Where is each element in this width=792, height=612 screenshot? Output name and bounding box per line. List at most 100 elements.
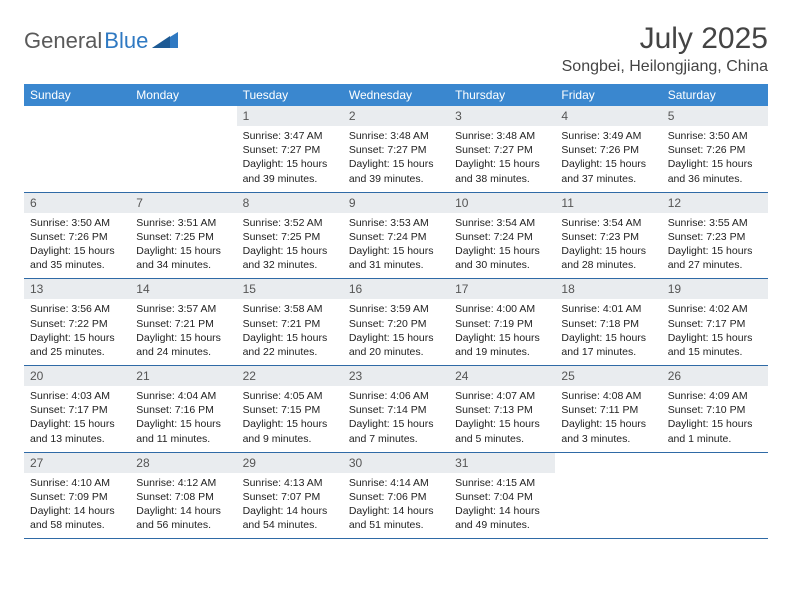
day-number: 7 (130, 193, 236, 213)
sunrise-text: Sunrise: 3:54 AM (561, 216, 655, 230)
day-body: Sunrise: 4:12 AMSunset: 7:08 PMDaylight:… (130, 473, 236, 539)
dow-thursday: Thursday (449, 84, 555, 106)
day-cell: 19Sunrise: 4:02 AMSunset: 7:17 PMDayligh… (662, 279, 768, 366)
day-body: Sunrise: 3:56 AMSunset: 7:22 PMDaylight:… (24, 299, 130, 365)
sunset-text: Sunset: 7:06 PM (349, 490, 443, 504)
sunset-text: Sunset: 7:27 PM (243, 143, 337, 157)
sunset-text: Sunset: 7:17 PM (668, 317, 762, 331)
day-body: Sunrise: 3:48 AMSunset: 7:27 PMDaylight:… (449, 126, 555, 192)
day-cell: 30Sunrise: 4:14 AMSunset: 7:06 PMDayligh… (343, 452, 449, 539)
day-cell: 28Sunrise: 4:12 AMSunset: 7:08 PMDayligh… (130, 452, 236, 539)
day-body: Sunrise: 4:02 AMSunset: 7:17 PMDaylight:… (662, 299, 768, 365)
day-number: 19 (662, 279, 768, 299)
week-row: 6Sunrise: 3:50 AMSunset: 7:26 PMDaylight… (24, 192, 768, 279)
day-number: 1 (237, 106, 343, 126)
day-body: Sunrise: 3:52 AMSunset: 7:25 PMDaylight:… (237, 213, 343, 279)
day-number: 29 (237, 453, 343, 473)
day-cell: 14Sunrise: 3:57 AMSunset: 7:21 PMDayligh… (130, 279, 236, 366)
sunrise-text: Sunrise: 4:12 AM (136, 476, 230, 490)
sunset-text: Sunset: 7:04 PM (455, 490, 549, 504)
day-cell: 2Sunrise: 3:48 AMSunset: 7:27 PMDaylight… (343, 106, 449, 192)
sunset-text: Sunset: 7:26 PM (30, 230, 124, 244)
daylight-text: Daylight: 15 hours and 31 minutes. (349, 244, 443, 272)
day-cell: 16Sunrise: 3:59 AMSunset: 7:20 PMDayligh… (343, 279, 449, 366)
day-number: 15 (237, 279, 343, 299)
day-body: Sunrise: 4:01 AMSunset: 7:18 PMDaylight:… (555, 299, 661, 365)
day-number: 4 (555, 106, 661, 126)
sunrise-text: Sunrise: 4:13 AM (243, 476, 337, 490)
day-cell: 3Sunrise: 3:48 AMSunset: 7:27 PMDaylight… (449, 106, 555, 192)
week-row: 1Sunrise: 3:47 AMSunset: 7:27 PMDaylight… (24, 106, 768, 192)
day-cell: 13Sunrise: 3:56 AMSunset: 7:22 PMDayligh… (24, 279, 130, 366)
day-body (555, 459, 661, 517)
daylight-text: Daylight: 15 hours and 22 minutes. (243, 331, 337, 359)
sunset-text: Sunset: 7:17 PM (30, 403, 124, 417)
day-cell (130, 106, 236, 192)
sunset-text: Sunset: 7:14 PM (349, 403, 443, 417)
day-number: 20 (24, 366, 130, 386)
daylight-text: Daylight: 15 hours and 27 minutes. (668, 244, 762, 272)
day-cell: 11Sunrise: 3:54 AMSunset: 7:23 PMDayligh… (555, 192, 661, 279)
day-body: Sunrise: 4:13 AMSunset: 7:07 PMDaylight:… (237, 473, 343, 539)
day-body (130, 112, 236, 170)
daylight-text: Daylight: 15 hours and 39 minutes. (243, 157, 337, 185)
day-cell: 26Sunrise: 4:09 AMSunset: 7:10 PMDayligh… (662, 366, 768, 453)
title-block: July 2025 Songbei, Heilongjiang, China (562, 22, 768, 76)
day-number: 28 (130, 453, 236, 473)
daylight-text: Daylight: 15 hours and 17 minutes. (561, 331, 655, 359)
sunset-text: Sunset: 7:21 PM (243, 317, 337, 331)
sunrise-text: Sunrise: 3:48 AM (349, 129, 443, 143)
day-cell: 12Sunrise: 3:55 AMSunset: 7:23 PMDayligh… (662, 192, 768, 279)
daylight-text: Daylight: 15 hours and 28 minutes. (561, 244, 655, 272)
daylight-text: Daylight: 15 hours and 39 minutes. (349, 157, 443, 185)
sunset-text: Sunset: 7:27 PM (455, 143, 549, 157)
sunrise-text: Sunrise: 3:59 AM (349, 302, 443, 316)
day-body: Sunrise: 3:55 AMSunset: 7:23 PMDaylight:… (662, 213, 768, 279)
sunset-text: Sunset: 7:23 PM (561, 230, 655, 244)
week-row: 27Sunrise: 4:10 AMSunset: 7:09 PMDayligh… (24, 452, 768, 539)
daylight-text: Daylight: 15 hours and 19 minutes. (455, 331, 549, 359)
daylight-text: Daylight: 15 hours and 13 minutes. (30, 417, 124, 445)
day-cell: 21Sunrise: 4:04 AMSunset: 7:16 PMDayligh… (130, 366, 236, 453)
sunset-text: Sunset: 7:25 PM (243, 230, 337, 244)
day-cell: 10Sunrise: 3:54 AMSunset: 7:24 PMDayligh… (449, 192, 555, 279)
sunrise-text: Sunrise: 3:51 AM (136, 216, 230, 230)
day-body: Sunrise: 3:50 AMSunset: 7:26 PMDaylight:… (24, 213, 130, 279)
daylight-text: Daylight: 15 hours and 24 minutes. (136, 331, 230, 359)
sunrise-text: Sunrise: 4:15 AM (455, 476, 549, 490)
week-row: 13Sunrise: 3:56 AMSunset: 7:22 PMDayligh… (24, 279, 768, 366)
day-cell: 27Sunrise: 4:10 AMSunset: 7:09 PMDayligh… (24, 452, 130, 539)
brand-part1: General (24, 28, 102, 54)
daylight-text: Daylight: 15 hours and 9 minutes. (243, 417, 337, 445)
daylight-text: Daylight: 15 hours and 7 minutes. (349, 417, 443, 445)
daylight-text: Daylight: 15 hours and 1 minute. (668, 417, 762, 445)
calendar-table: Sunday Monday Tuesday Wednesday Thursday… (24, 84, 768, 539)
day-body: Sunrise: 3:47 AMSunset: 7:27 PMDaylight:… (237, 126, 343, 192)
day-cell: 15Sunrise: 3:58 AMSunset: 7:21 PMDayligh… (237, 279, 343, 366)
day-number: 13 (24, 279, 130, 299)
day-body: Sunrise: 3:57 AMSunset: 7:21 PMDaylight:… (130, 299, 236, 365)
day-body (662, 459, 768, 517)
sunset-text: Sunset: 7:23 PM (668, 230, 762, 244)
day-cell: 5Sunrise: 3:50 AMSunset: 7:26 PMDaylight… (662, 106, 768, 192)
sunset-text: Sunset: 7:08 PM (136, 490, 230, 504)
day-body: Sunrise: 4:04 AMSunset: 7:16 PMDaylight:… (130, 386, 236, 452)
day-number: 8 (237, 193, 343, 213)
day-number: 10 (449, 193, 555, 213)
brand-triangle-icon (152, 30, 178, 53)
sunrise-text: Sunrise: 4:06 AM (349, 389, 443, 403)
day-cell: 29Sunrise: 4:13 AMSunset: 7:07 PMDayligh… (237, 452, 343, 539)
day-cell: 24Sunrise: 4:07 AMSunset: 7:13 PMDayligh… (449, 366, 555, 453)
sunrise-text: Sunrise: 3:49 AM (561, 129, 655, 143)
daylight-text: Daylight: 15 hours and 35 minutes. (30, 244, 124, 272)
day-cell: 7Sunrise: 3:51 AMSunset: 7:25 PMDaylight… (130, 192, 236, 279)
day-cell: 18Sunrise: 4:01 AMSunset: 7:18 PMDayligh… (555, 279, 661, 366)
daylight-text: Daylight: 15 hours and 38 minutes. (455, 157, 549, 185)
week-row: 20Sunrise: 4:03 AMSunset: 7:17 PMDayligh… (24, 366, 768, 453)
day-number: 5 (662, 106, 768, 126)
daylight-text: Daylight: 15 hours and 11 minutes. (136, 417, 230, 445)
day-number: 21 (130, 366, 236, 386)
daylight-text: Daylight: 15 hours and 15 minutes. (668, 331, 762, 359)
day-body: Sunrise: 3:53 AMSunset: 7:24 PMDaylight:… (343, 213, 449, 279)
sunset-text: Sunset: 7:27 PM (349, 143, 443, 157)
